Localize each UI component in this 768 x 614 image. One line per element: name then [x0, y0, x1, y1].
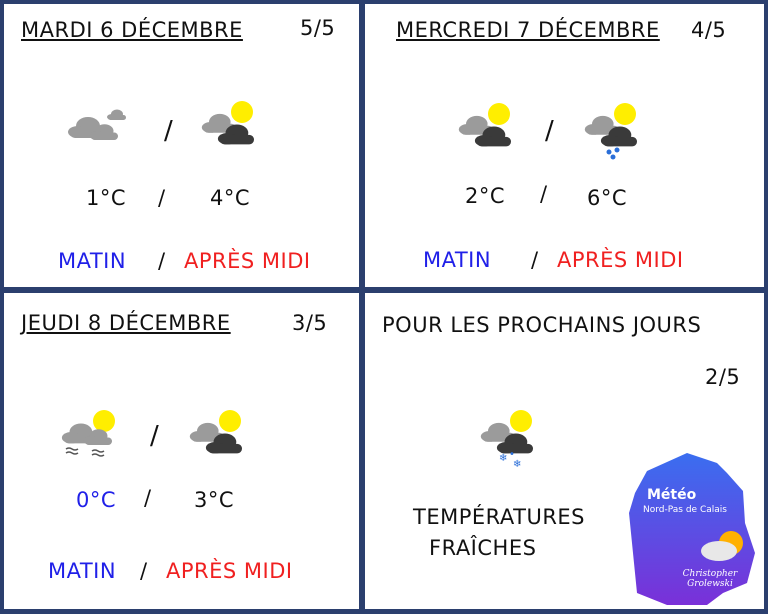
separator: / — [164, 116, 174, 146]
day-title: JEUDI 8 DÉCEMBRE — [21, 311, 231, 335]
day-rating: 3/5 — [292, 311, 328, 335]
day-rating: 4/5 — [691, 18, 727, 42]
day-title: MERCREDI 7 DÉCEMBRE — [396, 18, 660, 42]
svg-text:❄: ❄ — [499, 453, 507, 464]
sun-cloud-icon — [186, 409, 248, 457]
afternoon-label: APRÈS MIDI — [557, 248, 684, 272]
separator: / — [144, 486, 152, 510]
separator: / — [540, 182, 548, 206]
outlook-panel: POUR LES PROCHAINS JOURS 2/5 ❄ • ❄ TEMPÉRA… — [365, 293, 764, 609]
svg-text:❄: ❄ — [513, 459, 521, 469]
outlook-line-1: TEMPÉRATURES — [413, 505, 586, 529]
temp-morning: 2°C — [465, 184, 506, 208]
svg-text:•: • — [509, 449, 515, 460]
sun-cloud-snow-icon: ❄ •❄ — [477, 409, 539, 469]
day-title: MARDI 6 DÉCEMBRE — [21, 18, 243, 42]
day-panel-3: JEUDI 8 DÉCEMBRE 3/5 / 0°C / 3°C MATIN /… — [4, 293, 359, 609]
temp-afternoon: 3°C — [194, 488, 235, 512]
temp-afternoon: 4°C — [210, 186, 251, 210]
sun-cloud-icon — [455, 102, 517, 150]
logo-author: Christopher Grolewski — [682, 569, 738, 589]
separator: / — [158, 249, 166, 273]
outlook-title: POUR LES PROCHAINS JOURS — [382, 313, 702, 337]
temp-morning: 0°C — [76, 488, 117, 512]
outlook-rating: 2/5 — [705, 365, 741, 389]
separator: / — [531, 248, 539, 272]
separator: / — [140, 559, 148, 583]
temp-morning: 1°C — [86, 186, 127, 210]
afternoon-label: APRÈS MIDI — [184, 249, 311, 273]
cloudy-icon — [68, 109, 126, 140]
temp-afternoon: 6°C — [587, 186, 628, 210]
afternoon-label: APRÈS MIDI — [166, 559, 293, 583]
logo-title: Météo — [647, 487, 697, 503]
logo-subtitle: Nord-Pas de Calais — [643, 505, 727, 515]
separator: / — [158, 186, 166, 210]
meteo-logo: Météo Nord-Pas de Calais Christopher Gro… — [627, 443, 761, 607]
sun-cloud-rain-icon — [581, 102, 643, 160]
separator: / — [545, 116, 555, 146]
day-rating: 5/5 — [300, 16, 336, 40]
sun-cloud-fog-icon — [61, 410, 115, 457]
day-panel-1: MARDI 6 DÉCEMBRE 5/5 / 1°C / 4°C MATIN /… — [4, 4, 359, 287]
region-map-shape — [629, 453, 755, 605]
morning-label: MATIN — [58, 249, 127, 273]
sun-cloud-icon — [198, 100, 260, 148]
outlook-line-2: FRAÎCHES — [429, 536, 537, 560]
morning-label: MATIN — [423, 248, 492, 272]
separator: / — [150, 421, 160, 451]
day-panel-2: MERCREDI 7 DÉCEMBRE 4/5 / 2°C / 6°C MATI… — [365, 4, 764, 287]
morning-label: MATIN — [48, 559, 117, 583]
